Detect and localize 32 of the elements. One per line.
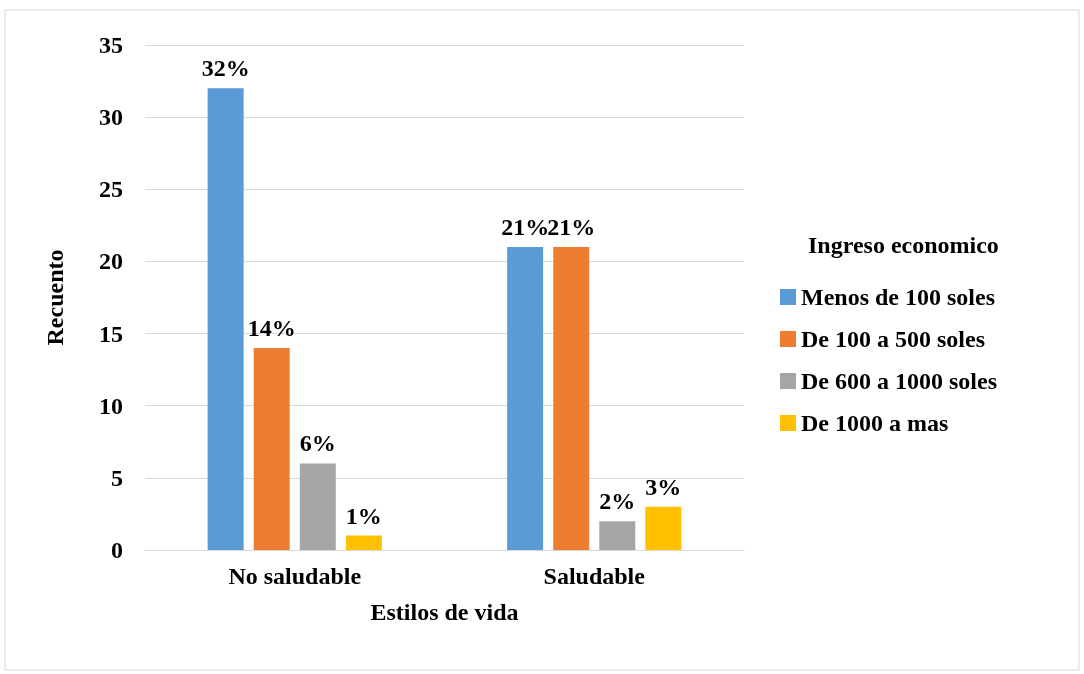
- legend-label: De 1000 a mas: [801, 410, 949, 436]
- data-label: 32%: [201, 55, 250, 82]
- bar: [253, 348, 290, 550]
- data-label: 2%: [599, 488, 636, 515]
- data-label: 14%: [247, 315, 296, 341]
- y-tick-label: 25: [99, 176, 123, 203]
- y-tick-label: 35: [99, 32, 123, 58]
- bar: [299, 463, 336, 550]
- legend-label: De 600 a 1000 soles: [801, 368, 997, 394]
- bar: [553, 247, 590, 550]
- y-tick-label: 10: [99, 392, 123, 419]
- y-tick-label: 15: [99, 320, 123, 347]
- legend-title: Ingreso economico: [808, 232, 999, 258]
- bar: [345, 535, 382, 550]
- y-tick-label: 30: [99, 104, 123, 131]
- bar: [645, 506, 682, 550]
- bar: [507, 247, 544, 550]
- data-label: 21%: [547, 214, 596, 240]
- legend-label: Menos de 100 soles: [801, 284, 995, 310]
- data-label: 1%: [345, 502, 382, 529]
- bar: [599, 521, 636, 550]
- x-axis-title: Estilos de vida: [370, 599, 519, 625]
- bar: [207, 88, 244, 550]
- x-tick-label: Saludable: [543, 563, 646, 589]
- y-tick-label: 5: [111, 464, 123, 491]
- x-tick-label: No saludable: [228, 563, 362, 589]
- y-axis-title: Recuento: [42, 249, 68, 346]
- y-tick-label: 20: [99, 248, 123, 275]
- y-tick-label: 0: [111, 537, 123, 563]
- data-label: 3%: [645, 473, 682, 500]
- legend-label: De 100 a 500 soles: [801, 326, 985, 352]
- data-label: 6%: [299, 430, 336, 457]
